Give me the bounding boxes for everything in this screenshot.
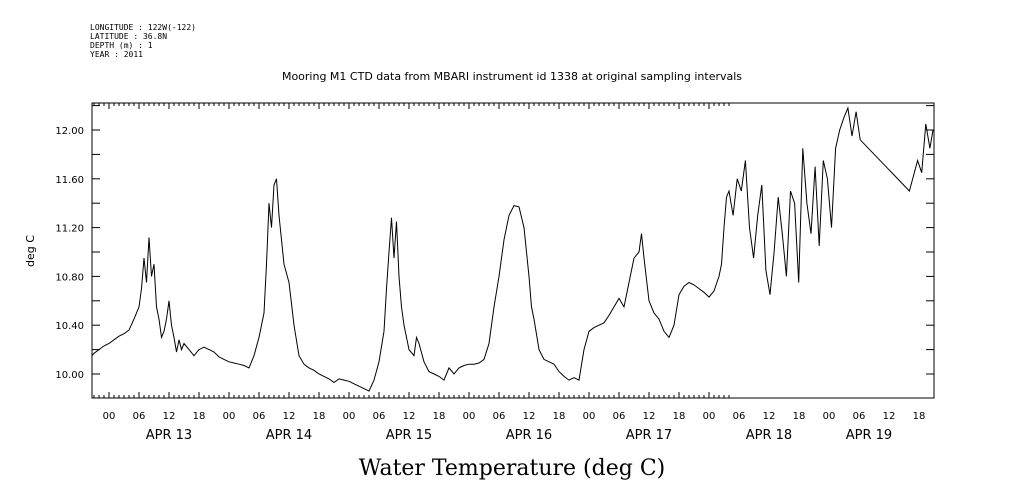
x-day-label: APR 13 bbox=[146, 428, 192, 443]
y-tick-label: 10.40 bbox=[55, 321, 84, 332]
x-hour-label: 18 bbox=[313, 411, 326, 422]
x-hour-label: 18 bbox=[913, 411, 926, 422]
x-hour-label: 00 bbox=[463, 411, 476, 422]
header-info: LONGITUDE : 122W(-122) LATITUDE : 36.8N … bbox=[90, 23, 196, 59]
x-day-label: APR 19 bbox=[846, 428, 892, 443]
x-hour-label: 06 bbox=[493, 411, 506, 422]
x-hour-label: 18 bbox=[553, 411, 566, 422]
x-hour-label: 18 bbox=[193, 411, 206, 422]
y-tick-label: 11.20 bbox=[55, 224, 84, 235]
x-axis-title: Water Temperature (deg C) bbox=[359, 456, 666, 481]
y-tick-label: 10.80 bbox=[55, 272, 84, 283]
y-tick-labels: 12.00 11.60 11.20 10.80 10.40 10.00 bbox=[55, 126, 84, 381]
y-tick-label: 10.00 bbox=[55, 370, 84, 381]
temperature-line bbox=[91, 106, 934, 392]
latitude-text: LATITUDE : 36.8N bbox=[90, 32, 167, 41]
x-hour-label: 00 bbox=[223, 411, 236, 422]
x-hour-labels: 00 06 12 18 00 06 12 18 00 06 12 18 00 06 12 18 00 06 12 18… bbox=[103, 411, 926, 422]
x-hour-label: 00 bbox=[703, 411, 716, 422]
x-day-label: APR 18 bbox=[746, 428, 792, 443]
x-hour-label: 06 bbox=[373, 411, 386, 422]
x-day-labels: APR 13 APR 14 APR 15 APR 16 APR 17 APR 18 APR … bbox=[146, 428, 892, 443]
chart-title: Mooring M1 CTD data from MBARI instrumen… bbox=[282, 70, 742, 83]
x-day-label: APR 15 bbox=[386, 428, 432, 443]
x-hour-label: 00 bbox=[823, 411, 836, 422]
x-day-label: APR 17 bbox=[626, 428, 672, 443]
x-hour-label: 12 bbox=[163, 411, 176, 422]
axis-ticks bbox=[92, 103, 934, 398]
x-hour-label: 12 bbox=[283, 411, 296, 422]
x-hour-label: 12 bbox=[643, 411, 656, 422]
plot-frame bbox=[91, 102, 935, 399]
x-hour-label: 12 bbox=[523, 411, 536, 422]
year-text: YEAR : 2011 bbox=[90, 50, 143, 59]
y-tick-label: 12.00 bbox=[55, 126, 84, 137]
x-day-label: APR 16 bbox=[506, 428, 552, 443]
x-hour-label: 18 bbox=[433, 411, 446, 422]
depth-text: DEPTH (m) : 1 bbox=[90, 41, 153, 50]
x-hour-label: 00 bbox=[583, 411, 596, 422]
x-hour-label: 18 bbox=[793, 411, 806, 422]
x-hour-label: 00 bbox=[343, 411, 356, 422]
longitude-text: LONGITUDE : 122W(-122) bbox=[90, 23, 196, 32]
x-hour-label: 12 bbox=[763, 411, 776, 422]
x-day-label: APR 14 bbox=[266, 428, 312, 443]
x-hour-label: 12 bbox=[403, 411, 416, 422]
x-hour-label: 06 bbox=[133, 411, 146, 422]
x-hour-label: 18 bbox=[673, 411, 686, 422]
x-hour-label: 00 bbox=[103, 411, 116, 422]
x-hour-label: 06 bbox=[733, 411, 746, 422]
y-axis-label: deg C bbox=[24, 235, 37, 267]
x-hour-label: 06 bbox=[853, 411, 866, 422]
x-hour-label: 06 bbox=[253, 411, 266, 422]
x-hour-label: 06 bbox=[613, 411, 626, 422]
x-hour-label: 12 bbox=[883, 411, 896, 422]
y-tick-label: 11.60 bbox=[55, 175, 84, 186]
